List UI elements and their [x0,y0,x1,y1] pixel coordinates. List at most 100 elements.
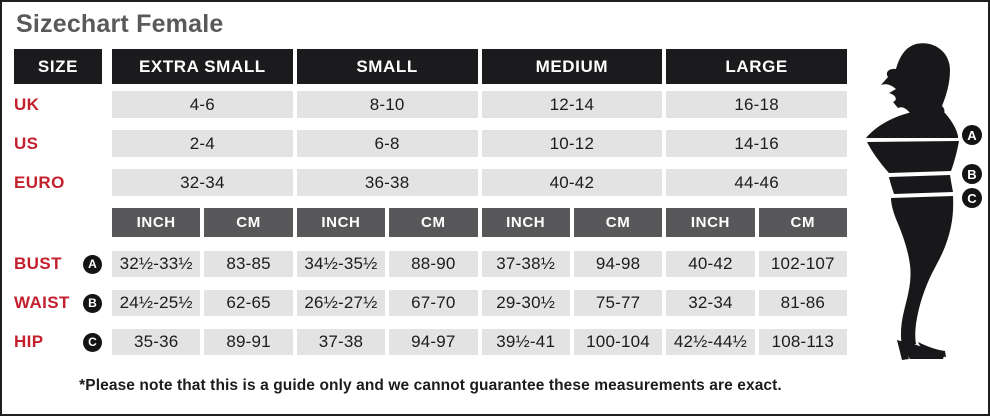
table-cell-inch: 39½-41 [481,329,570,355]
column-header-large: LARGE [666,49,847,84]
marker-c-badge: C [83,332,102,352]
figure-marker-b-label: B [967,167,976,182]
measurement-pair: 34½-35½ 88-90 [296,251,478,277]
measurement-pair: 26½-27½ 67-70 [296,290,478,316]
table-row-bust: BUST A 32½-33½ 83-85 34½-35½ 88-90 37-38… [14,251,847,277]
table-cell: 12-14 [481,91,663,118]
marker-b-badge: B [83,293,102,313]
table-row-waist: WAIST B 24½-25½ 62-65 26½-27½ 67-70 29-3… [14,290,847,316]
measurement-pair: 32-34 81-86 [666,290,847,316]
table-cell-inch: 26½-27½ [296,290,386,316]
silhouette-heel [897,340,909,360]
table-cell: 36-38 [296,169,478,196]
figure-marker-a-label: A [967,128,977,143]
silhouette-torso-upper [866,110,958,138]
unit-header-inch: INCH [666,208,755,237]
unit-header-pair: INCH CM [481,208,663,237]
sizechart-content: Sizechart Female SIZE EXTRA SMALL SMALL … [14,8,847,395]
measurement-pair: 24½-25½ 62-65 [112,290,293,316]
table-cell-inch: 37-38½ [481,251,570,277]
row-label-cell: US [14,130,102,157]
measurement-pair: 37-38½ 94-98 [481,251,663,277]
row-label-cell: BUST A [14,251,102,277]
figure-marker-c-circle [962,188,982,208]
column-header-extra-small: EXTRA SMALL [112,49,293,84]
column-header-medium: MEDIUM [481,49,663,84]
table-cell: 40-42 [481,169,663,196]
table-cell-inch: 42½-44½ [666,329,755,355]
table-cell-inch: 32½-33½ [112,251,201,277]
table-cell-cm: 83-85 [204,251,293,277]
female-silhouette-figure: A B C [866,43,982,360]
table-cell-cm: 67-70 [389,290,478,316]
unit-header-cm: CM [389,208,478,237]
unit-header-pair: INCH CM [296,208,478,237]
row-label-cell: HIP C [14,329,102,355]
unit-header-inch: INCH [112,208,201,237]
unit-header-cm: CM [204,208,293,237]
table-cell: 4-6 [112,91,293,118]
table-cell-inch: 32-34 [666,290,755,316]
table-cell-cm: 75-77 [573,290,663,316]
silhouette-back-shoe [918,342,946,357]
measurement-pair: 35-36 89-91 [112,329,293,355]
table-row-uk: UK 4-6 8-10 12-14 16-18 [14,91,847,118]
table-cell-cm: 94-97 [389,329,478,355]
marker-a-badge: A [83,254,102,274]
silhouette-head [881,43,950,119]
unit-header-cm: CM [573,208,663,237]
table-cell-inch: 34½-35½ [296,251,386,277]
row-label-us: US [14,133,39,153]
table-cell-cm: 108-113 [758,329,847,355]
column-header-small: SMALL [296,49,478,84]
row-label-waist: WAIST [14,293,70,312]
row-label-cell: EURO [14,169,102,196]
unit-header-inch: INCH [481,208,570,237]
table-cell-inch: 29-30½ [481,290,570,316]
measurement-pair: 32½-33½ 83-85 [112,251,293,277]
table-cell-cm: 62-65 [204,290,293,316]
table-cell: 2-4 [112,130,293,157]
table-cell-cm: 81-86 [758,290,847,316]
header-lead-cell: SIZE [14,49,102,84]
table-header-row: SIZE EXTRA SMALL SMALL MEDIUM LARGE [14,49,847,84]
table-cell: 32-34 [112,169,293,196]
row-label-hip: HIP [14,332,44,351]
measurement-pair: 39½-41 100-104 [481,329,663,355]
table-row-hip: HIP C 35-36 89-91 37-38 94-97 39½-41 100… [14,329,847,355]
row-label-cell: WAIST B [14,290,102,316]
disclaimer-note: *Please note that this is a guide only a… [79,377,782,394]
figure-marker-a-circle [962,125,982,145]
table-cell-inch: 40-42 [666,251,755,277]
unit-header-inch: INCH [296,208,386,237]
row-label-uk: UK [14,94,40,114]
figure-marker-b-circle [962,164,982,184]
table-cell-cm: 100-104 [573,329,663,355]
table-cell-cm: 102-107 [758,251,847,277]
table-cell: 44-46 [666,169,847,196]
table-row-euro: EURO 32-34 36-38 40-42 44-46 [14,169,847,196]
row-label-cell: UK [14,91,102,118]
measurement-pair: 42½-44½ 108-113 [666,329,847,355]
unit-lead-cell [14,208,102,237]
table-cell-cm: 89-91 [204,329,293,355]
table-cell-inch: 35-36 [112,329,201,355]
page-title: Sizechart Female [16,10,224,38]
unit-header-pair: INCH CM [112,208,293,237]
figure-marker-c-label: C [967,191,977,206]
unit-header-cm: CM [758,208,847,237]
silhouette-legs [891,196,954,346]
table-cell: 14-16 [666,130,847,157]
table-cell-inch: 37-38 [296,329,386,355]
silhouette-torso-mid [867,141,959,173]
figure-markers: A B C [962,125,982,208]
unit-header-pair: INCH CM [666,208,847,237]
table-cell-cm: 88-90 [389,251,478,277]
row-label-euro: EURO [14,172,65,192]
table-cell-inch: 24½-25½ [112,290,201,316]
table-cell-cm: 94-98 [573,251,663,277]
column-header-size: SIZE [14,49,102,84]
measurement-pair: 29-30½ 75-77 [481,290,663,316]
row-label-bust: BUST [14,254,62,273]
table-cell: 6-8 [296,130,478,157]
